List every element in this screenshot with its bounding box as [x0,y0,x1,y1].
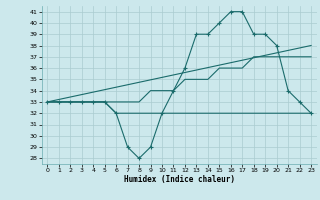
X-axis label: Humidex (Indice chaleur): Humidex (Indice chaleur) [124,175,235,184]
